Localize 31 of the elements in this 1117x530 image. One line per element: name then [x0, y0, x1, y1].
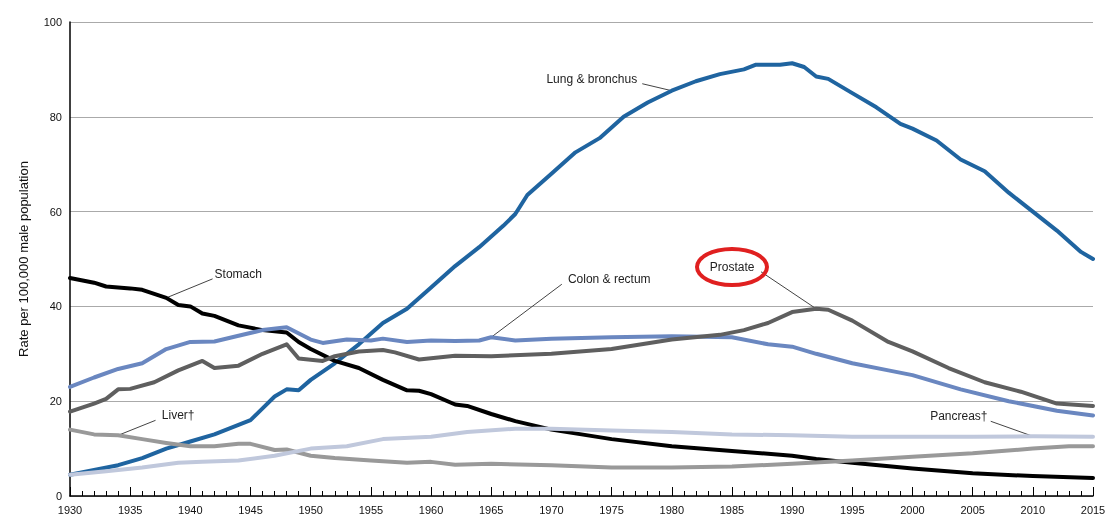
x-tick-label: 1965 — [478, 503, 504, 516]
x-tick-label: 1970 — [539, 503, 564, 516]
series-label: Lung & bronchus — [546, 71, 638, 86]
text: Colon & rectum — [567, 272, 651, 287]
x-tick-label: 1945 — [238, 503, 263, 516]
y-tick-label: 20 — [49, 395, 62, 408]
x-tick-label: 1955 — [358, 503, 384, 516]
x-tick-label: 1980 — [659, 503, 685, 516]
x-tick-label: 1960 — [418, 503, 444, 516]
y-tick-label: 0 — [55, 490, 62, 502]
x-tick-label: 2005 — [960, 503, 985, 516]
y-axis-title: Rate per 100,000 male population — [16, 161, 31, 357]
x-tick-label: 2010 — [1020, 503, 1046, 516]
x-tick-label: 1940 — [178, 503, 203, 516]
x-tick-label: 2000 — [900, 503, 925, 516]
text: Stomach — [214, 266, 262, 281]
x-tick-label: 2015 — [1080, 503, 1106, 516]
x-tick-label: 1985 — [719, 503, 745, 516]
text: Prostate — [709, 259, 755, 274]
series-label: Pancreas† — [930, 409, 988, 424]
x-tick-label: 1990 — [779, 503, 805, 516]
x-tick-label: 1950 — [298, 503, 323, 516]
x-tick-label: 1935 — [117, 503, 143, 516]
x-tick-label: 1930 — [57, 503, 83, 516]
x-tick-label: 1995 — [840, 503, 865, 516]
x-tick-label: 1975 — [599, 503, 624, 516]
y-tick-label: 40 — [49, 300, 62, 313]
series-label: Liver† — [161, 408, 195, 423]
y-tick-label: 60 — [49, 205, 62, 218]
y-tick-label: 80 — [49, 110, 62, 123]
y-tick-label: 100 — [43, 16, 62, 28]
